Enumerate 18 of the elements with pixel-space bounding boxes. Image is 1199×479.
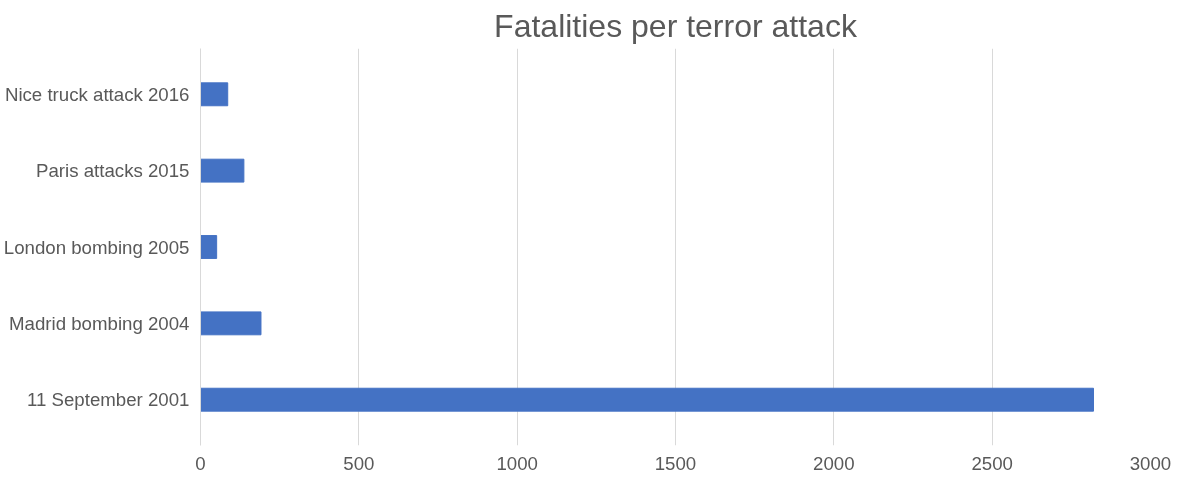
bar: [200, 235, 218, 259]
y-tick-label: Nice truck attack 2016: [4, 83, 190, 105]
x-tick-label: 2000: [813, 452, 855, 474]
x-tick-label: 1500: [654, 452, 697, 474]
bar: [200, 82, 229, 107]
y-tick-label: 11 September 2001: [27, 389, 190, 411]
y-tick-label: London bombing 2005: [3, 236, 190, 258]
x-tick-label: 1000: [496, 452, 538, 474]
x-tick-label: 500: [343, 452, 375, 474]
x-tick-label: 2500: [971, 452, 1013, 474]
bar: [200, 158, 245, 183]
chart-title: Fatalities per terror attack: [494, 7, 858, 44]
y-tick-label: Madrid bombing 2004: [9, 312, 190, 334]
x-tick-label: 0: [195, 452, 206, 474]
bar: [200, 387, 1094, 412]
bar: [200, 311, 262, 336]
y-tick-label: Paris attacks 2015: [36, 160, 190, 182]
x-tick-label: 3000: [1129, 452, 1172, 474]
